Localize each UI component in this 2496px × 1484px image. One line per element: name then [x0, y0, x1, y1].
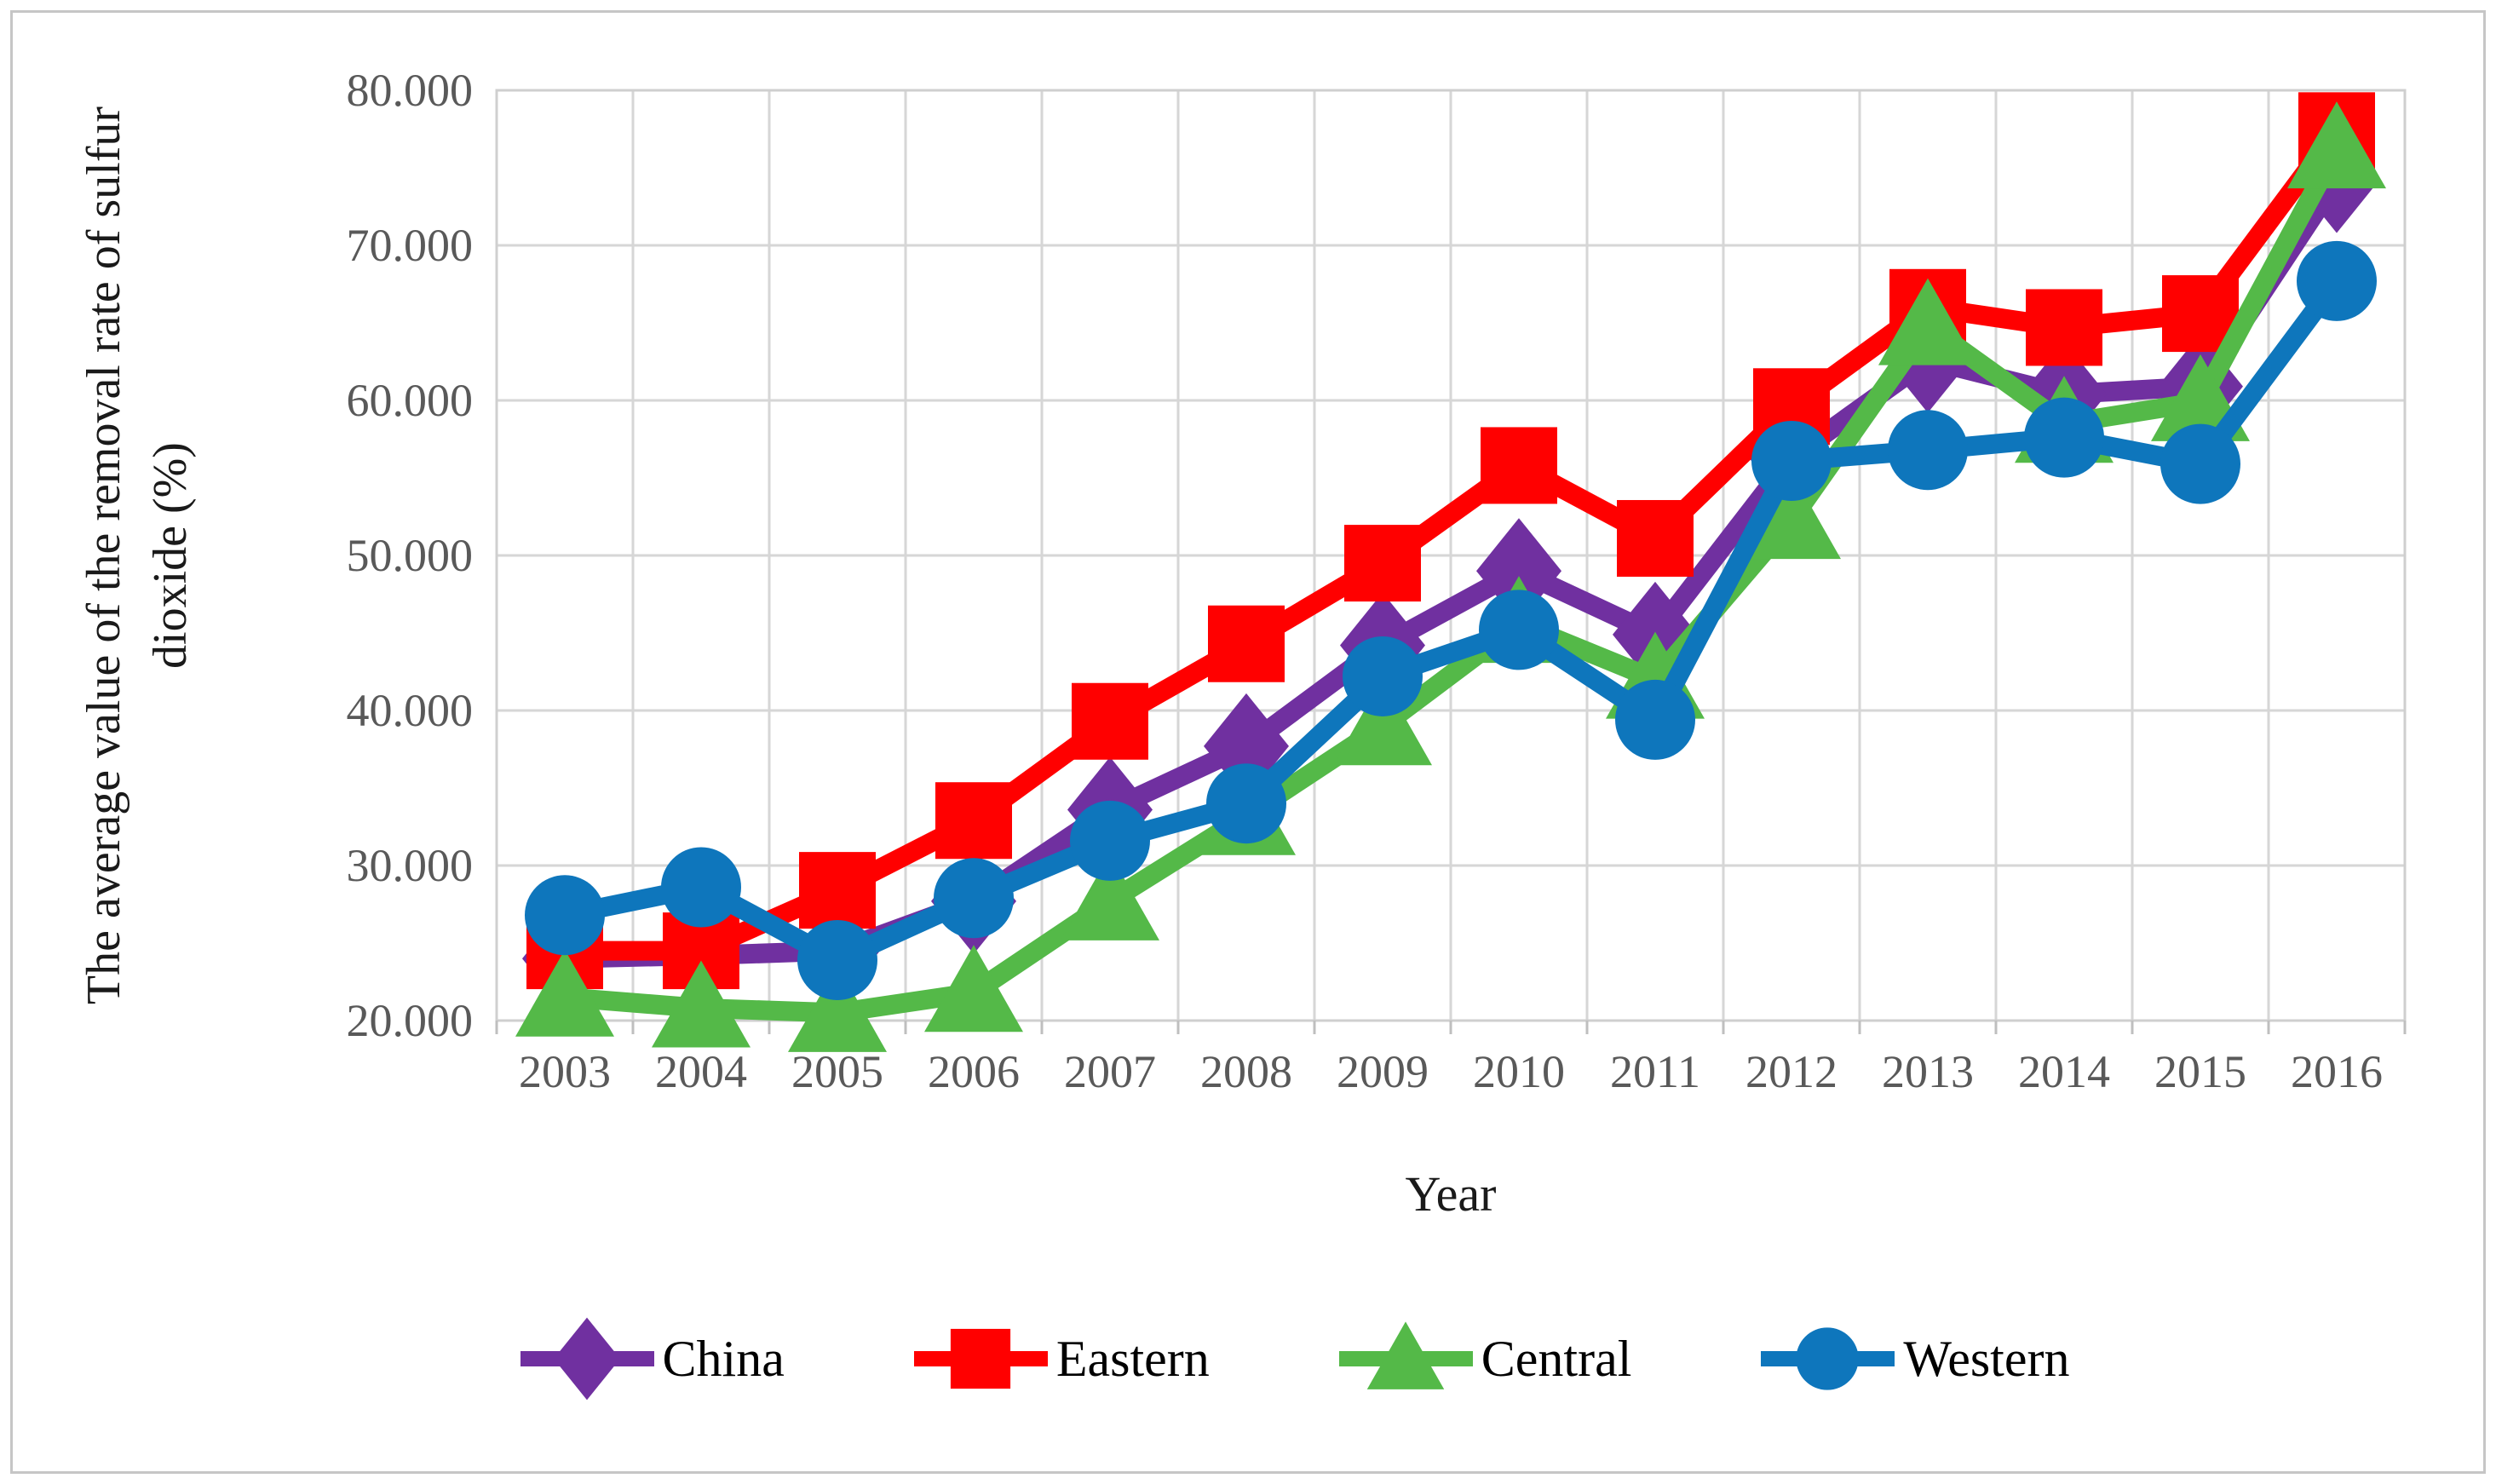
series-marker — [1479, 590, 1559, 670]
circle-legend-marker-icon — [1761, 1327, 1895, 1390]
series-marker — [924, 945, 1023, 1032]
line-chart — [495, 89, 2407, 1052]
triangle-legend-marker-icon — [1338, 1321, 1473, 1389]
series-marker — [1796, 1327, 1860, 1390]
y-axis-title-line-1: The average value of the removal rate of… — [78, 106, 130, 1005]
y-tick-label: 60.000 — [346, 375, 474, 426]
series-western — [525, 240, 2377, 1001]
x-tick-label: 2005 — [791, 1046, 883, 1097]
y-tick-label: 50.000 — [346, 530, 474, 581]
series-marker — [515, 949, 614, 1037]
series-marker — [652, 960, 751, 1048]
series-marker — [1617, 499, 1694, 577]
series-marker — [525, 875, 605, 956]
diamond-legend-marker-icon — [520, 1317, 654, 1401]
y-axis-title: The average value of the removal rate of… — [71, 23, 210, 1088]
y-tick-label: 20.000 — [346, 995, 474, 1046]
x-tick-label: 2004 — [655, 1046, 747, 1097]
legend-item-eastern: Eastern — [911, 1312, 1210, 1406]
series-marker — [2026, 289, 2102, 366]
series-marker — [1481, 427, 1557, 504]
series-marker — [1366, 1321, 1445, 1389]
chart-legend: China Eastern Central Western — [339, 1312, 2247, 1406]
series-marker — [799, 852, 876, 929]
x-tick-label: 2014 — [2018, 1046, 2110, 1097]
series-marker — [1343, 636, 1423, 716]
y-tick-label: 30.000 — [346, 840, 474, 891]
x-tick-label: 2006 — [928, 1046, 1020, 1097]
square-legend-marker-icon — [913, 1328, 1048, 1389]
series-marker — [1333, 678, 1432, 766]
legend-item-label: China — [662, 1330, 785, 1387]
legend-item-label: Central — [1481, 1330, 1632, 1387]
legend-item-label: Eastern — [1055, 1330, 1210, 1387]
series-marker — [1742, 472, 1841, 560]
legend-item-western: Western — [1757, 1312, 2069, 1406]
legend-item-central: Central — [1336, 1312, 1632, 1406]
series-marker — [1070, 800, 1150, 881]
series-marker — [2287, 101, 2386, 189]
series-marker — [950, 1328, 1010, 1389]
x-tick-label: 2008 — [1200, 1046, 1292, 1097]
y-tick-label: 40.000 — [346, 685, 474, 736]
series-marker — [1061, 853, 1159, 940]
series-marker — [788, 964, 887, 1052]
series-marker — [797, 920, 877, 1001]
x-axis-title: Year — [1405, 1166, 1497, 1222]
series-marker — [1206, 763, 1286, 844]
legend-item-label: Western — [1903, 1330, 2070, 1387]
series-marker — [2160, 423, 2240, 504]
series-marker — [934, 858, 1014, 939]
x-tick-label: 2003 — [519, 1046, 611, 1097]
series-marker — [2024, 397, 2104, 478]
y-tick-label: 70.000 — [346, 220, 474, 271]
series-marker — [935, 782, 1012, 860]
series-marker — [661, 847, 741, 928]
series-marker — [2297, 240, 2377, 321]
x-tick-label: 2009 — [1337, 1046, 1429, 1097]
x-tick-label: 2010 — [1473, 1046, 1565, 1097]
x-tick-label: 2016 — [2291, 1046, 2383, 1097]
x-tick-label: 2007 — [1064, 1046, 1156, 1097]
x-tick-label: 2011 — [1610, 1046, 1700, 1097]
series-marker — [1344, 525, 1421, 602]
x-tick-label: 2012 — [1745, 1046, 1837, 1097]
x-tick-label: 2013 — [1882, 1046, 1974, 1097]
y-tick-label: 80.000 — [346, 65, 474, 116]
series-marker — [553, 1317, 620, 1401]
series-marker — [1072, 682, 1148, 760]
x-tick-label: 2015 — [2154, 1046, 2246, 1097]
series-marker — [1751, 420, 1832, 501]
y-axis-title-line-2: dioxide (%) — [144, 442, 197, 669]
legend-item-china: China — [517, 1312, 785, 1406]
series-marker — [1888, 410, 1968, 491]
series-marker — [1878, 278, 1977, 365]
series-marker — [1615, 679, 1695, 760]
series-marker — [1208, 605, 1285, 682]
